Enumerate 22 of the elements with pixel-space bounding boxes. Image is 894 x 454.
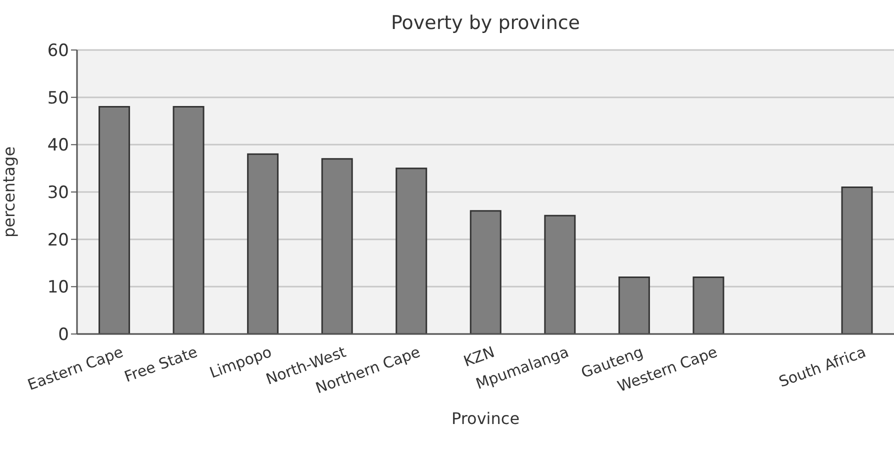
bar xyxy=(396,168,428,334)
x-tick-label: Free State xyxy=(122,342,200,386)
y-tick-label: 0 xyxy=(58,325,69,346)
bar xyxy=(618,276,650,334)
y-tick-label: 10 xyxy=(47,278,69,298)
bar xyxy=(321,158,353,334)
bar xyxy=(692,276,724,334)
chart-title: Poverty by province xyxy=(390,12,581,34)
bar xyxy=(98,106,130,334)
y-tick-label: 20 xyxy=(47,230,69,250)
bar xyxy=(841,186,873,334)
bar xyxy=(470,210,502,334)
x-tick-label: South Africa xyxy=(776,342,868,391)
bar xyxy=(172,106,204,334)
y-tick-label: 50 xyxy=(47,88,69,108)
bar xyxy=(544,214,576,334)
bar xyxy=(247,153,279,334)
y-tick-label: 60 xyxy=(47,41,69,62)
x-axis-title: Province xyxy=(451,409,520,428)
y-axis-title: percentage xyxy=(0,146,19,238)
y-tick-label: 40 xyxy=(47,136,69,156)
y-tick-label: 30 xyxy=(47,183,69,204)
